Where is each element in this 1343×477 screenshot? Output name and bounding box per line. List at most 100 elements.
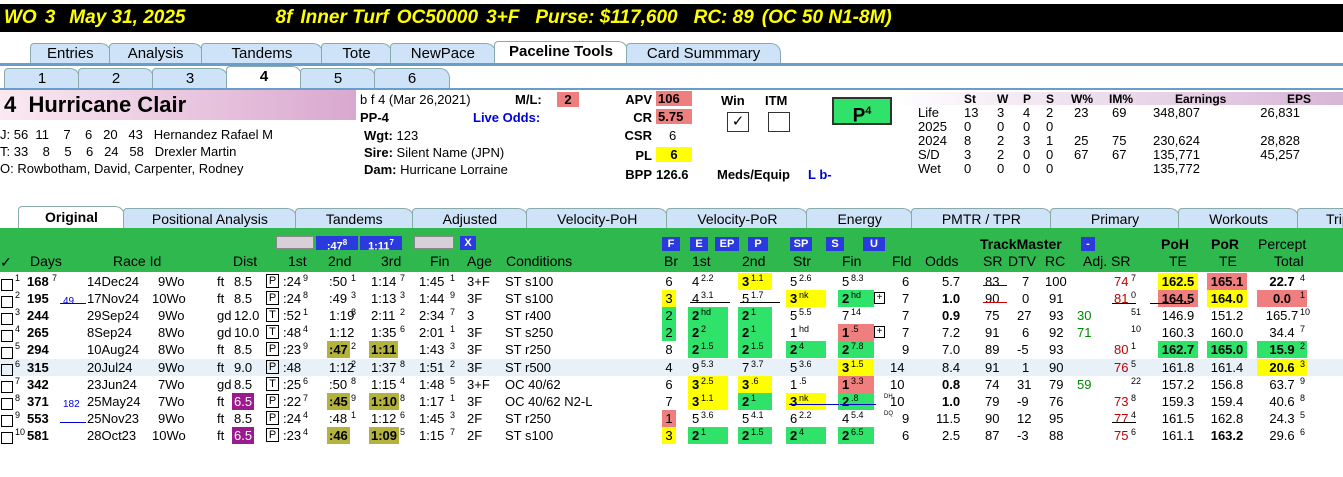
row-pos-fin: 2 xyxy=(838,426,874,444)
filter-btn-s[interactable]: S xyxy=(826,237,844,251)
row-checkbox[interactable] xyxy=(1,429,13,446)
filter-btn-u[interactable]: U xyxy=(863,237,885,251)
subtab-pmtr-tpr[interactable]: PMTR / TPR xyxy=(910,208,1052,228)
horse-tab-3[interactable]: 3 xyxy=(152,68,228,88)
header-check[interactable]: ✓ xyxy=(0,254,12,271)
pp-row[interactable]: 8 371 182 25May24 7Wo ft 6.5 P:22 7:45 9 1:10 8 1:17… xyxy=(0,392,1343,412)
subtab-trip[interactable]: Trip xyxy=(1297,208,1343,228)
subtab-energy[interactable]: Energy xyxy=(806,208,913,228)
pp-superscript: 1.1 xyxy=(751,273,764,283)
filter-btn-f[interactable]: F xyxy=(662,237,680,251)
filter-btn-47-label: :47 xyxy=(326,240,343,253)
subtab-original[interactable]: Original xyxy=(18,206,125,228)
subtab-primary[interactable]: Primary xyxy=(1049,208,1181,228)
row-call2: :48 xyxy=(329,410,348,426)
subtab-positional-analysis[interactable]: Positional Analysis xyxy=(122,208,297,228)
row-por-te: 165.1 xyxy=(1207,273,1247,290)
filter-btn-1[interactable] xyxy=(276,236,314,249)
pp-superscript: hd xyxy=(851,290,862,301)
pp-row[interactable]: 5 294 10Aug24 8Wo ft 8.5 P:23 9:47 2 1:11 1:43 3 3F S… xyxy=(0,341,1343,360)
tab-card-summary[interactable]: Card Summmary xyxy=(625,43,782,63)
horse-tab-divider xyxy=(0,88,1343,90)
row-field-size: 6 xyxy=(902,274,910,289)
col-sr: SR xyxy=(983,253,1003,269)
pp-superscript: 10 xyxy=(1131,324,1142,335)
col-pos-2nd: 2nd xyxy=(742,253,766,269)
row-date: 10Aug24 xyxy=(87,342,140,358)
filter-btn-sp[interactable]: SP xyxy=(790,237,812,251)
row-checkbox[interactable] xyxy=(1,343,13,360)
win-checkbox[interactable]: ✓ xyxy=(727,112,749,132)
filter-btn-p[interactable]: P xyxy=(748,237,768,251)
pp-row[interactable]: 10 581 28Oct23 10Wo ft 6.5 P:23 4:46 1:09 5 1:15 7 2… xyxy=(0,426,1343,446)
subtab-velocity-por[interactable]: Velocity-PoR xyxy=(666,208,809,228)
col-por: PoR xyxy=(1211,236,1239,252)
horse-tab-4[interactable]: 4 xyxy=(226,66,302,88)
horse-tab-1[interactable]: 1 xyxy=(4,68,80,88)
horse-tab-5[interactable]: 5 xyxy=(300,68,376,88)
pp-superscript: 8 xyxy=(1131,392,1137,403)
pp-row[interactable]: 6 315 20Jul24 9Wo ft 9.0 P:48 1:12 2 1:37 8 1:51 2 3F… xyxy=(0,358,1343,378)
tab-paceline-tools[interactable]: Paceline Tools xyxy=(493,41,628,63)
pp-superscript: 3 xyxy=(450,341,456,352)
row-call1: :48 xyxy=(283,359,302,375)
row-checkbox[interactable] xyxy=(1,361,13,378)
trackmaster-toggle[interactable]: - xyxy=(1081,237,1095,251)
pp-row[interactable]: 1 168 7 14Dec24 9Wo ft 8.5 P:24 9:50 1 1:14 7 1:45 1 3… xyxy=(0,273,1343,292)
row-checkbox[interactable] xyxy=(1,412,13,429)
row-checkbox[interactable] xyxy=(1,309,13,326)
tab-analysis[interactable]: Analysis xyxy=(108,43,203,63)
subtab-workouts[interactable]: Workouts xyxy=(1178,208,1300,228)
tab-newpace[interactable]: NewPace xyxy=(389,43,496,63)
row-age: 3F xyxy=(467,342,483,358)
row-checkbox[interactable] xyxy=(1,326,13,343)
trainer-label: T: xyxy=(0,144,11,159)
filter-btn-e[interactable]: E xyxy=(690,237,708,251)
row-distance: 8.5 xyxy=(234,274,253,289)
pp-row[interactable]: 7 342 23Jun24 7Wo gd 8.5 T:25 6:50 8 1:15 4 1:48 5 3+… xyxy=(0,375,1343,395)
pp-superscript: 3.3 xyxy=(851,375,864,386)
tab-entries[interactable]: Entries xyxy=(30,43,111,63)
pp-superscript: 7 xyxy=(303,392,309,403)
row-call2: 1:12 xyxy=(329,359,355,375)
subtab-tandems[interactable]: Tandems xyxy=(294,208,414,228)
row-field-size: 14 xyxy=(890,359,905,375)
filter-btn-ep[interactable]: EP xyxy=(715,237,739,251)
horse-number: 4 xyxy=(4,92,17,117)
pp-row[interactable]: 2 195 49 17Nov24 10Wo ft 8.5 P:24 8:49 3 1:13 3 1:44… xyxy=(0,290,1343,309)
row-pos-str: 2 xyxy=(786,341,826,359)
row-checkbox[interactable] xyxy=(1,275,13,292)
filter-btn-47[interactable]: :478 xyxy=(316,236,358,253)
pp-row[interactable]: 3 244 29Sep24 9Wo gd 12.0 T:52 1 1:19 8 2:11 2 2:34 7… xyxy=(0,307,1343,326)
row-call2: 1:12 xyxy=(329,325,355,341)
col-1st: 1st xyxy=(288,253,307,269)
subtab-velocity-poh[interactable]: Velocity-PoH xyxy=(526,208,669,228)
horse-tab-6[interactable]: 6 xyxy=(374,68,450,88)
filter-btn-x[interactable]: X xyxy=(460,236,476,250)
row-days: 315 xyxy=(27,359,49,375)
row-pos-str: 5 xyxy=(790,274,798,289)
row-call1: :48 xyxy=(283,325,302,341)
subtab-adjusted[interactable]: Adjusted xyxy=(411,208,529,228)
pp-row[interactable]: 4 265 8Sep24 8Wo gd 10.0 T:48 4 1:12 1:35 6 2:01 1 3F… xyxy=(0,324,1343,343)
row-pos-2nd: 5 xyxy=(742,410,750,426)
row-checkbox[interactable] xyxy=(1,378,13,395)
row-date: 17Nov24 xyxy=(87,291,140,307)
horse-tab-2[interactable]: 2 xyxy=(78,68,154,88)
filter-btn-4[interactable] xyxy=(414,236,454,249)
row-checkbox[interactable] xyxy=(1,395,13,412)
filter-btn-111[interactable]: 1:117 xyxy=(360,236,402,253)
jockey-name[interactable]: Hernandez Rafael M xyxy=(153,127,273,142)
tab-tote[interactable]: Tote xyxy=(321,43,392,63)
pp-superscript: 1 xyxy=(450,324,456,335)
p-button[interactable]: P4 xyxy=(832,97,892,126)
row-pos-str: 5 xyxy=(790,359,798,375)
row-break: 6 xyxy=(665,376,673,392)
summary-cell: 3 xyxy=(1023,133,1031,148)
itm-checkbox[interactable] xyxy=(768,112,790,132)
row-checkbox[interactable] xyxy=(1,292,13,309)
pp-superscript: 1 xyxy=(751,392,757,403)
tab-tandems[interactable]: Tandems xyxy=(200,43,324,63)
pp-row[interactable]: 9 553 25Nov23 9Wo ft 8.5 P:24 4:48 1 1:12 6 1:45 3 2F… xyxy=(0,409,1343,429)
trainer-name[interactable]: Drexler Martin xyxy=(154,144,237,159)
